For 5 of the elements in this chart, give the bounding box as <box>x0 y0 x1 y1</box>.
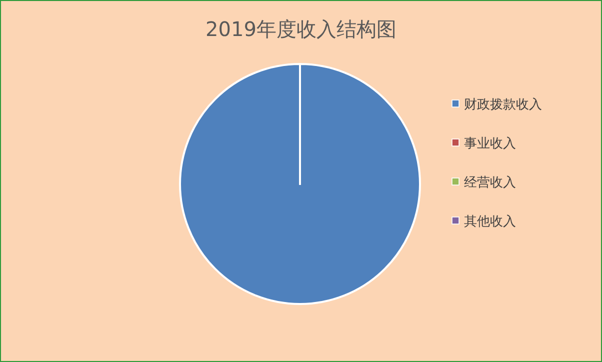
legend-label: 经营收入 <box>464 176 516 190</box>
legend-label: 事业收入 <box>464 136 516 152</box>
chart-title: 2019年度收入结构图 <box>206 17 396 41</box>
legend-label: 财政拨款收入 <box>464 98 542 112</box>
legend-label: 其他收入 <box>464 214 516 230</box>
